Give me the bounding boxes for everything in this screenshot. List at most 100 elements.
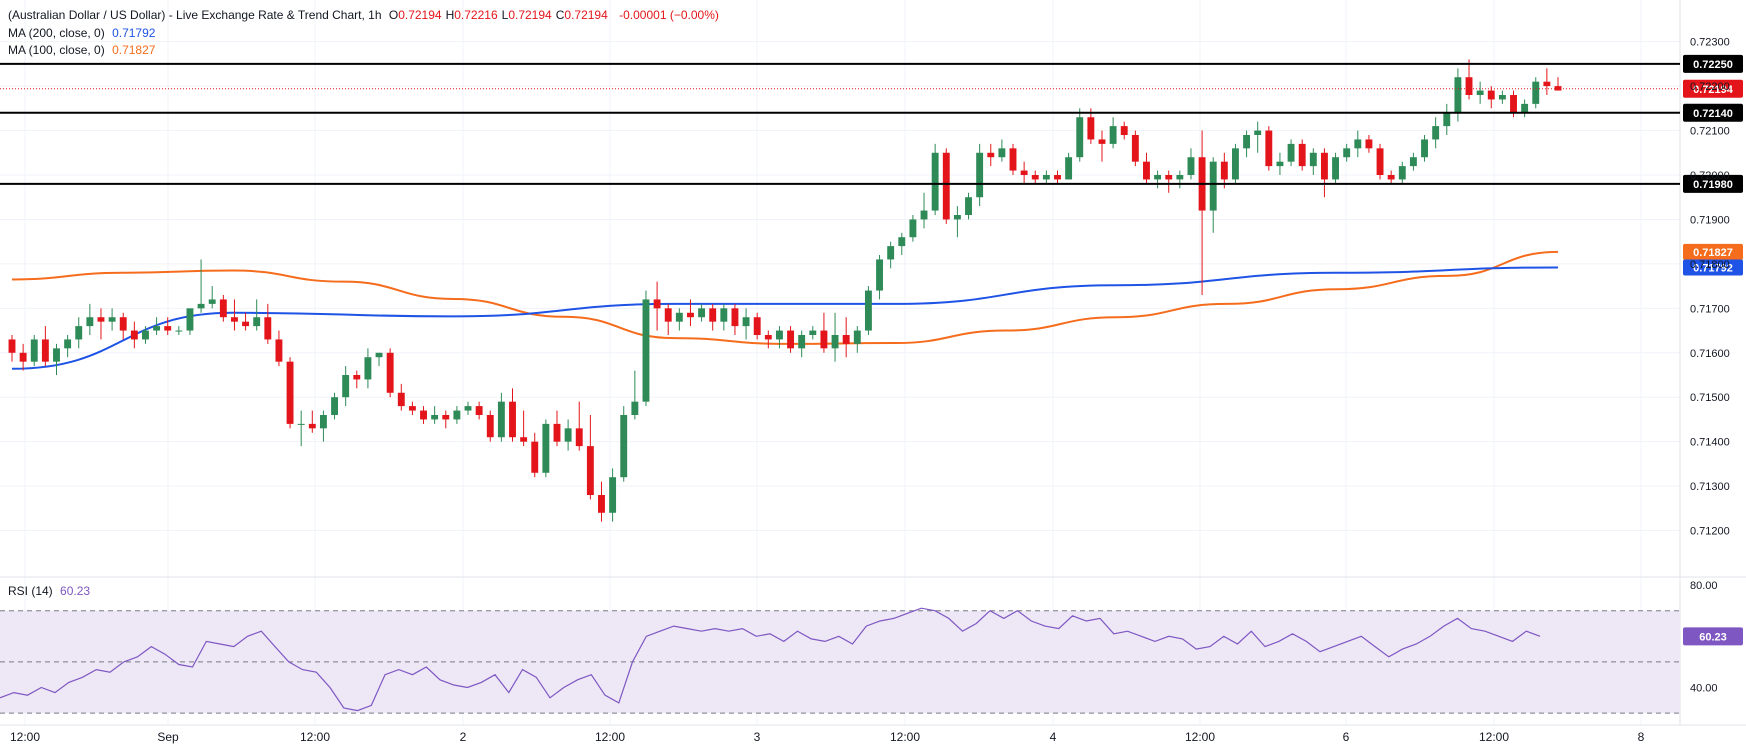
candle-body — [1465, 77, 1473, 95]
candle-body — [408, 406, 416, 411]
x-tick-label: 12:00 — [300, 730, 330, 744]
x-tick-label: 12:00 — [890, 730, 920, 744]
y-tick-label: 0.72000 — [1690, 170, 1730, 182]
candle-body — [1243, 135, 1251, 149]
candle-body — [965, 197, 972, 215]
rsi-panel: 60.23 — [0, 607, 1743, 714]
candle-body — [876, 259, 883, 291]
candle-body — [1365, 139, 1373, 149]
candle-body — [831, 335, 839, 349]
candle-body — [598, 495, 605, 513]
candle-body — [364, 357, 372, 380]
candle-body — [1432, 126, 1440, 140]
candle-body — [931, 152, 939, 211]
y-tick-label: 0.71300 — [1690, 481, 1730, 493]
candle-body — [898, 237, 906, 247]
candle-body — [675, 312, 683, 322]
candle-body — [1421, 139, 1428, 158]
candle-body — [987, 152, 995, 158]
candle-body — [1332, 157, 1340, 180]
candle-body — [75, 326, 83, 340]
change-value: -0.00001 (−0.00%) — [619, 8, 719, 22]
candle-body — [186, 308, 194, 331]
candle-body — [486, 415, 494, 438]
candle-body — [1298, 143, 1306, 167]
x-tick-label: Sep — [157, 730, 179, 744]
candle-body — [97, 317, 105, 322]
x-tick-label: 12:00 — [1479, 730, 1509, 744]
candle-body — [1454, 77, 1462, 113]
ma200-value: 0.71792 — [112, 26, 156, 40]
candlesticks — [8, 59, 1562, 522]
candle-body — [1187, 157, 1195, 175]
candle-body — [164, 326, 172, 331]
candle-body — [687, 312, 694, 318]
ohlc-value: 0.72194 — [564, 8, 608, 22]
candle-body — [609, 477, 617, 513]
candle-body — [108, 317, 116, 322]
candle-body — [1120, 126, 1128, 135]
y-tick-label: 0.72300 — [1690, 37, 1730, 49]
candle-body — [175, 330, 183, 332]
candle-body — [564, 428, 572, 442]
candle-body — [798, 335, 806, 349]
ma100-line — [11, 250, 1559, 345]
candle-body — [386, 352, 394, 393]
candle-body — [1209, 161, 1217, 211]
y-tick-label: 0.71600 — [1690, 348, 1730, 360]
candle-body — [1498, 95, 1506, 100]
x-tick-label: 4 — [1050, 730, 1057, 744]
candle-body — [1176, 175, 1184, 180]
ma-label-bg — [1683, 243, 1743, 260]
rsi-line — [0, 607, 1541, 712]
candle-body — [41, 339, 49, 362]
candle-body — [253, 317, 261, 327]
candle-body — [775, 330, 783, 340]
candle-body — [1065, 157, 1073, 180]
price-levels: 0.72250 0.72140 0.71980 0.72194 0.71827 0.717… — [0, 54, 1743, 276]
candle-body — [1409, 157, 1417, 167]
ma100-value: 0.71827 — [112, 43, 156, 57]
candle-body — [1031, 175, 1039, 180]
candle-body — [1042, 175, 1050, 180]
candle-body — [242, 321, 250, 327]
candle-body — [842, 335, 850, 344]
candle-body — [864, 290, 872, 331]
candle-body — [264, 317, 272, 340]
candle-body — [153, 326, 161, 331]
rsi-label: RSI (14) — [8, 584, 53, 598]
candle-body — [19, 352, 27, 362]
candle-body — [475, 406, 483, 415]
candle-body — [197, 303, 205, 309]
candle-body — [319, 415, 327, 429]
candle-body — [787, 330, 795, 349]
candle-body — [497, 401, 505, 438]
moving-averages — [11, 250, 1559, 370]
ma100-legend: MA (100, close, 0) 0.71827 — [8, 43, 156, 57]
candle-body — [620, 415, 628, 478]
candle-body — [1343, 148, 1351, 158]
rsi-legend: RSI (14) 60.23 — [8, 584, 91, 598]
ohlc-values: O0.72194 H0.72216 L0.72194 C0.72194 — [389, 8, 612, 22]
candle-body — [1076, 117, 1084, 158]
candle-body — [1254, 130, 1262, 135]
level-label-bg — [1683, 103, 1743, 122]
ohlc-key: O — [388, 8, 399, 22]
candle-body — [1054, 175, 1061, 180]
candle-body — [1276, 161, 1284, 167]
candle-body — [1020, 170, 1028, 175]
candle-body — [998, 148, 1006, 158]
candle-body — [130, 330, 138, 340]
candle-body — [286, 361, 294, 424]
candle-body — [142, 330, 149, 340]
x-tick-label: 2 — [460, 730, 467, 744]
ohlc-key: L — [501, 8, 509, 22]
current-price-label: 0.72194 — [1693, 84, 1734, 96]
ohlc-value: 0.72194 — [508, 8, 552, 22]
candle-body — [664, 308, 672, 322]
candle-body — [887, 246, 895, 260]
candle-body — [920, 210, 928, 220]
chart-title: (Australian Dollar / US Dollar) - Live E… — [8, 8, 382, 22]
candle-body — [1320, 152, 1328, 180]
